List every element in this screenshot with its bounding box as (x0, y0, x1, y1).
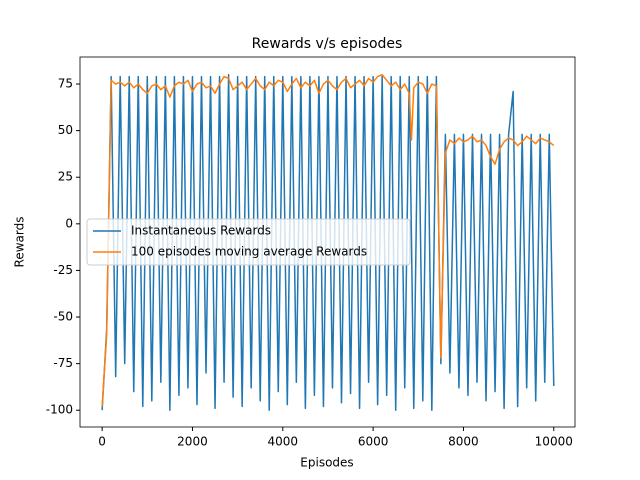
plot-frame (79, 56, 576, 428)
series-line (101, 73, 555, 411)
series-line (101, 73, 555, 407)
y-axis-label: Rewards (13, 217, 27, 268)
x-tick-label: 2000 (177, 435, 208, 449)
x-tick-label: 6000 (358, 435, 389, 449)
x-tick-label: 10000 (535, 435, 573, 449)
x-axis-label: Episodes (300, 456, 353, 470)
y-tick-label: 50 (58, 123, 73, 137)
y-tick-label: -50 (53, 310, 73, 324)
y-tick-label: 0 (65, 216, 73, 230)
x-tick-label: 8000 (448, 435, 479, 449)
y-tick-label: -25 (53, 263, 73, 277)
chart-title: Rewards v/s episodes (252, 36, 403, 52)
y-tick-label: 25 (58, 170, 73, 184)
y-tick-label: -100 (46, 403, 73, 417)
x-tick-label: 0 (98, 435, 106, 449)
legend: Instantaneous Rewards 100 episodes moving… (86, 218, 411, 266)
y-tick-label: 75 (58, 77, 73, 91)
legend-box (86, 218, 411, 266)
legend-label: Instantaneous Rewards (131, 224, 271, 238)
y-tick-label: -75 (53, 356, 73, 370)
x-tick-label: 4000 (268, 435, 299, 449)
legend-label: 100 episodes moving average Rewards (131, 245, 367, 259)
